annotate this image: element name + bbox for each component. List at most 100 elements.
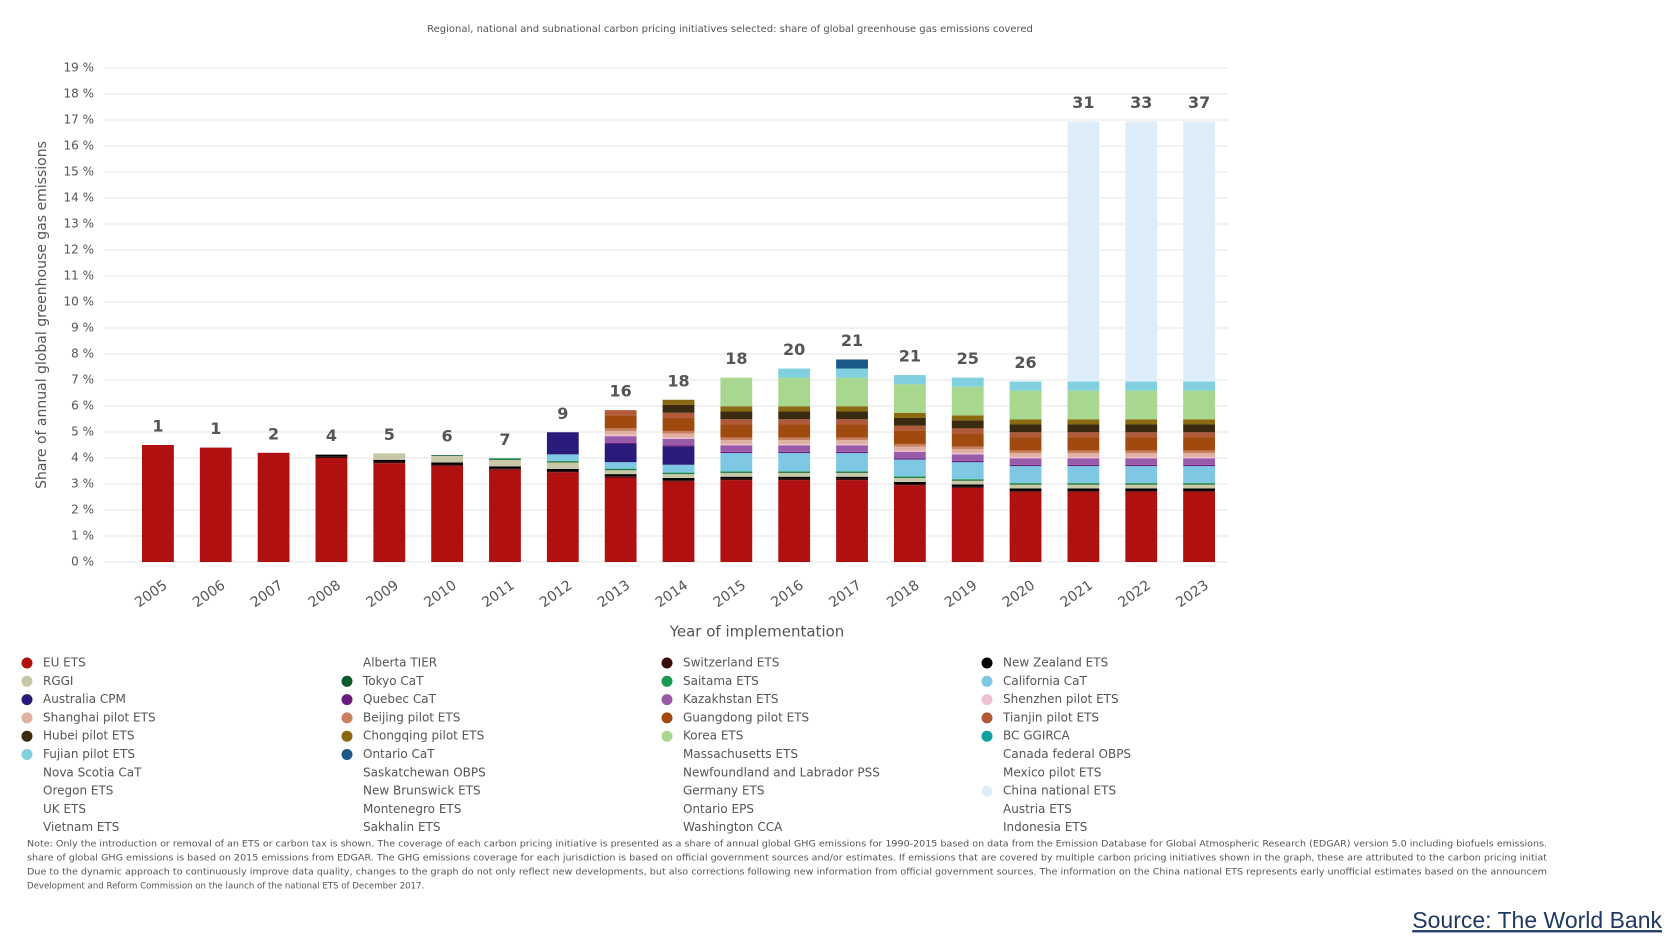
bar-segment	[604, 434, 637, 437]
legend-label: Hubei pilot ETS	[43, 729, 134, 743]
bar-segment	[720, 437, 753, 441]
y-tick-label: 6 %	[71, 399, 94, 413]
bar-segment	[1009, 450, 1042, 454]
legend-swatch	[341, 675, 353, 687]
bar-segment	[836, 424, 868, 438]
legend-label: Kazakhstan ETS	[683, 692, 778, 706]
initiative-count: 2	[268, 424, 279, 443]
bar-segment	[720, 440, 753, 444]
bar-segment	[662, 472, 695, 474]
y-tick-label: 11 %	[64, 269, 95, 283]
bar-segment	[662, 445, 695, 447]
bar-segment	[778, 472, 811, 473]
initiative-count: 18	[667, 371, 689, 390]
bar-segment	[1183, 488, 1215, 491]
x-axis-label: Year of implementation	[669, 623, 845, 641]
y-axis-label: Share of annual global greenhouse gas em…	[34, 141, 50, 489]
y-tick-label: 14 %	[64, 191, 95, 205]
legend-label: Ontario EPS	[683, 802, 754, 816]
bar-segment	[836, 437, 868, 441]
y-tick-label: 3 %	[71, 477, 94, 491]
bar-segment	[893, 417, 926, 426]
legend-swatch	[661, 675, 673, 687]
legend-label: Korea ETS	[683, 729, 743, 743]
bar-segment	[373, 463, 406, 562]
bar-segment	[1009, 482, 1042, 484]
legend-label: Indonesia ETS	[1003, 820, 1087, 834]
initiative-count: 26	[1014, 353, 1036, 372]
bar-segment	[604, 443, 637, 463]
legend-label: Shenzhen pilot ETS	[1003, 692, 1119, 706]
bar-segment	[604, 436, 637, 443]
bar-segment	[1009, 390, 1042, 420]
legend-label: Mexico pilot ETS	[1003, 765, 1101, 779]
bar-segment	[1009, 424, 1042, 433]
bar-segment	[778, 478, 811, 481]
x-tick-label: 2023	[1173, 577, 1211, 611]
bar-segment	[662, 404, 695, 413]
bar-segment	[662, 399, 695, 405]
legend-label: Fujian pilot ETS	[43, 747, 135, 761]
legend-label: Saitama ETS	[683, 674, 759, 688]
legend-label: RGGI	[43, 674, 73, 688]
bar-segment	[720, 453, 753, 472]
bar-segment	[142, 445, 174, 562]
x-tick-label: 2019	[942, 577, 980, 611]
bar-segment	[778, 406, 811, 412]
legend-label: New Zealand ETS	[1003, 656, 1108, 670]
bar-segment	[778, 419, 811, 425]
x-tick-label: 2011	[479, 577, 517, 611]
legend-swatch	[21, 675, 33, 687]
legend-label: Quebec CaT	[363, 692, 437, 706]
note: Development and Reform Commission on the…	[27, 882, 424, 892]
x-tick-label: 2013	[595, 577, 633, 611]
y-tick-label: 4 %	[71, 451, 94, 465]
bar-segment	[836, 443, 868, 446]
initiative-count: 37	[1188, 93, 1210, 112]
bar-segment	[1009, 437, 1042, 451]
initiative-count: 20	[783, 340, 805, 359]
bar-segment	[720, 377, 753, 407]
bar-segment	[1067, 424, 1100, 433]
bar-segment	[720, 411, 753, 420]
legend-swatch	[21, 730, 33, 742]
legend-swatch	[981, 712, 993, 724]
bar-segment	[1183, 437, 1215, 451]
bar-segment	[546, 454, 579, 461]
x-tick-label: 2010	[421, 577, 459, 611]
bar-segment	[1183, 464, 1215, 467]
bar-segment	[1009, 488, 1042, 491]
bar-segment	[1183, 484, 1215, 489]
bar-segment	[1125, 466, 1158, 483]
bar-segment	[1009, 466, 1042, 483]
bar-segment	[893, 446, 926, 451]
bar-segment	[893, 477, 926, 479]
bar-segment	[489, 458, 521, 460]
bar-segment	[662, 412, 695, 418]
bar-segment	[778, 440, 811, 444]
legend-label: Austria ETS	[1003, 802, 1072, 816]
legend-swatch	[661, 657, 673, 669]
bar-segment	[604, 468, 637, 470]
bar-segment	[604, 428, 637, 431]
bar-segment	[662, 464, 695, 473]
bar-segment	[951, 479, 984, 481]
bar-segment	[1067, 453, 1100, 457]
bar-segment	[836, 478, 868, 481]
bar-segment	[1183, 483, 1215, 485]
bar-segment	[1125, 453, 1158, 457]
bar-segment	[1067, 419, 1100, 425]
bar-segment	[720, 472, 753, 477]
legend-label: Australia CPM	[43, 692, 126, 706]
bar-segment	[1125, 483, 1158, 485]
bar-segment	[662, 438, 695, 446]
bar-segment	[1067, 488, 1100, 491]
bar-segment	[951, 480, 984, 485]
y-tick-label: 5 %	[71, 425, 94, 439]
legend-label: California CaT	[1003, 674, 1088, 688]
initiative-count: 18	[725, 349, 747, 368]
bar-segment	[720, 406, 753, 412]
bar-segment	[720, 471, 753, 473]
initiative-count: 9	[557, 404, 568, 423]
y-tick-label: 12 %	[64, 243, 95, 257]
